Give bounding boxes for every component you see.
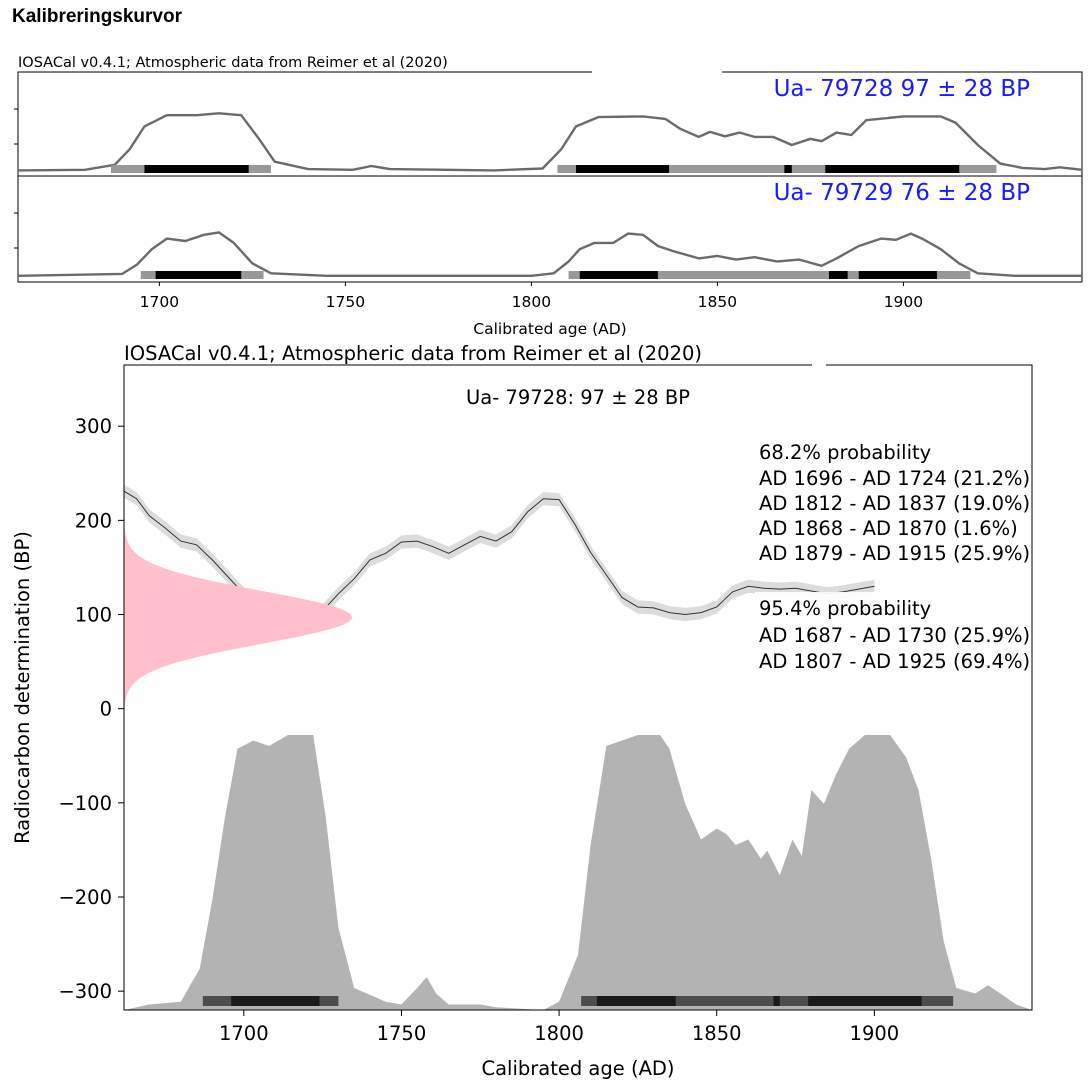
top-x-tick-label: 1800 (512, 293, 551, 311)
panel-label: Ua- 79729 76 ± 28 BP (774, 180, 1031, 206)
probability-68-range: AD 1868 - AD 1870 (1.6%) (759, 517, 1018, 540)
panel-probability-curve (17, 231, 1082, 277)
panel-label-bg (722, 73, 1062, 103)
panel-range-68 (784, 165, 792, 173)
panel-range-68 (829, 271, 848, 279)
panel-label: Ua- 79728 97 ± 28 BP (774, 76, 1031, 102)
x-tick-label: 1900 (850, 1022, 900, 1045)
calibration-chart-subtitle: Ua- 79728: 97 ± 28 BP (466, 386, 690, 409)
panel-range-95 (557, 165, 997, 173)
y-tick-label: −100 (58, 792, 112, 815)
probability-distribution-area (124, 735, 1032, 1010)
probability-68-range: AD 1696 - AD 1724 (21.2%) (759, 467, 1030, 490)
panel-range-68 (144, 165, 249, 173)
probability-68-range: AD 1879 - AD 1915 (25.9%) (759, 542, 1030, 565)
top-x-tick-label: 1850 (698, 293, 737, 311)
probability-68-title: 68.2% probability (759, 441, 931, 464)
y-tick-label: 0 (100, 698, 112, 721)
calibration-chart-frame (123, 364, 1033, 1011)
top-x-tick-label: 1700 (140, 293, 179, 311)
x-tick-label: 1700 (219, 1022, 269, 1045)
page-heading: Kalibreringskurvor (12, 6, 182, 27)
panel-label-bg (722, 177, 1062, 207)
top-x-tick-label: 1900 (884, 293, 923, 311)
x-tick-label: 1750 (377, 1022, 427, 1045)
top-x-axis-label: Calibrated age (AD) (473, 320, 626, 338)
top-x-tick-label: 1750 (326, 293, 365, 311)
range-68-bar (808, 996, 922, 1006)
y-tick-label: 100 (75, 604, 112, 627)
panel-range-68 (579, 271, 658, 279)
probability-68-range: AD 1812 - AD 1837 (19.0%) (759, 492, 1030, 515)
y-tick-label: 200 (75, 509, 112, 532)
main-title-mask (812, 359, 826, 369)
range-68-bar (773, 996, 780, 1006)
probability-95-range: AD 1687 - AD 1730 (25.9%) (759, 624, 1030, 647)
probability-95-title: 95.4% probability (759, 597, 931, 620)
top-chart-frame (17, 71, 1083, 283)
measurement-distribution (124, 511, 352, 723)
y-tick-label: 300 (75, 415, 112, 438)
panel-probability-curve (17, 112, 1083, 172)
y-axis-label: Radiocarbon determination (BP) (11, 531, 34, 844)
range-68-bar (231, 996, 320, 1006)
top-chart-title: IOSACal v0.4.1; Atmospheric data from Re… (18, 55, 448, 71)
x-axis-label: Calibrated age (AD) (481, 1057, 674, 1080)
panel-range-95 (568, 271, 971, 279)
panel-range-68 (155, 271, 242, 279)
y-tick-label: −200 (58, 886, 112, 909)
x-tick-label: 1800 (534, 1022, 584, 1045)
panel-range-68 (576, 165, 670, 173)
calibration-chart-title: IOSACal v0.4.1; Atmospheric data from Re… (124, 342, 702, 365)
probability-95-range: AD 1807 - AD 1925 (69.4%) (759, 650, 1030, 673)
panel-range-68 (858, 271, 937, 279)
panel-range-68 (825, 165, 960, 173)
range-95-bar (581, 996, 954, 1006)
top-title-mask (592, 66, 722, 76)
x-tick-label: 1850 (692, 1022, 742, 1045)
y-tick-label: −300 (58, 980, 112, 1003)
range-68-bar (596, 996, 676, 1006)
